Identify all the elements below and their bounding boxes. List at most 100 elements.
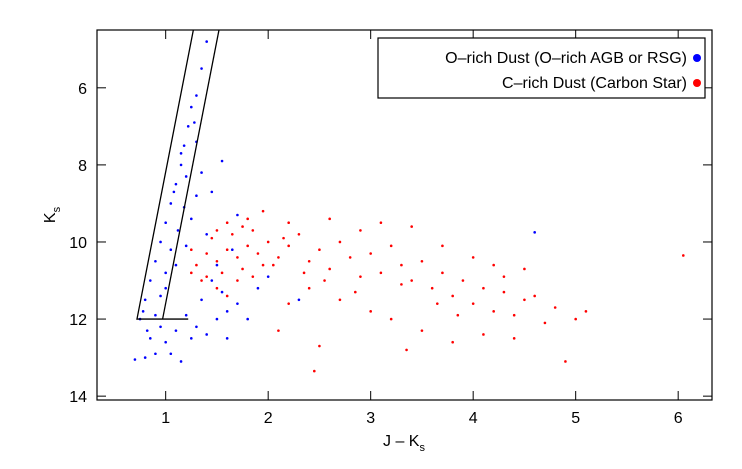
data-point (184, 175, 188, 178)
data-point (512, 313, 516, 317)
data-point (266, 240, 270, 244)
data-point (461, 279, 465, 282)
data-point (159, 240, 162, 244)
data-point (553, 306, 557, 309)
data-point (164, 340, 167, 344)
data-point (523, 298, 526, 302)
data-point (154, 313, 157, 317)
data-point (184, 244, 188, 248)
data-point (220, 159, 224, 163)
y-tick-label: 12 (69, 312, 87, 329)
data-point (451, 340, 454, 344)
data-point (215, 317, 219, 321)
data-point (190, 105, 193, 109)
data-point (436, 302, 439, 305)
data-point (251, 275, 255, 278)
data-point (328, 267, 331, 271)
y-tick-label: 14 (69, 389, 87, 406)
data-point (225, 337, 229, 340)
data-point (236, 279, 239, 282)
legend: O–rich Dust (O–rich AGB or RSG) C–rich Du… (377, 37, 706, 99)
data-point (471, 302, 475, 305)
data-point (149, 337, 152, 340)
legend-label: O–rich Dust (O–rich AGB or RSG) (445, 50, 687, 67)
data-point (389, 244, 393, 248)
data-point (195, 263, 198, 267)
data-point (471, 256, 475, 259)
data-point (272, 263, 275, 267)
plot-area (133, 30, 685, 373)
data-point (502, 290, 506, 294)
data-point (133, 358, 137, 361)
data-point (195, 325, 198, 329)
data-point (533, 231, 536, 234)
data-point (236, 302, 239, 305)
data-point (482, 286, 485, 290)
data-point (400, 263, 403, 267)
data-point (205, 275, 208, 278)
data-point (256, 286, 260, 290)
data-point (176, 229, 180, 232)
data-point (190, 271, 193, 275)
data-point (492, 310, 495, 313)
data-point (220, 290, 224, 294)
data-point (441, 244, 444, 248)
data-point (266, 275, 270, 278)
data-point (328, 217, 331, 221)
data-point (195, 94, 198, 97)
x-tick-label: 4 (469, 410, 478, 427)
plot-frame (96, 29, 713, 401)
data-point (379, 271, 383, 275)
data-point (172, 190, 176, 194)
data-point (420, 329, 424, 332)
data-point (405, 348, 408, 352)
data-point (277, 256, 280, 259)
y-tick-label: 6 (78, 81, 87, 98)
data-point (277, 329, 280, 332)
data-point (200, 298, 203, 302)
data-point (246, 317, 249, 321)
data-point (323, 279, 326, 282)
data-point (307, 259, 311, 263)
data-point (190, 248, 193, 251)
data-point (169, 352, 173, 356)
x-tick-label: 3 (366, 410, 375, 427)
data-point (231, 248, 234, 251)
data-point (410, 225, 413, 228)
data-point (256, 252, 260, 255)
data-point (225, 221, 229, 225)
data-point (154, 259, 157, 263)
data-point (359, 229, 362, 232)
x-tick-label: 1 (161, 410, 170, 427)
data-point (523, 267, 526, 271)
legend-marker (693, 54, 701, 62)
data-point (246, 217, 249, 221)
y-tick-label: 10 (69, 235, 87, 252)
data-point (200, 171, 203, 174)
data-point (174, 329, 178, 332)
data-point (225, 248, 229, 251)
data-point (169, 202, 173, 205)
data-point (195, 194, 198, 198)
data-point (287, 244, 290, 248)
data-point (564, 360, 567, 363)
data-point (302, 271, 306, 275)
x-tick-label: 5 (571, 410, 580, 427)
data-point (420, 259, 424, 263)
data-point (261, 209, 265, 213)
data-point (369, 310, 372, 313)
data-point (164, 271, 167, 275)
data-point (164, 221, 167, 225)
data-point (174, 182, 178, 186)
data-point (159, 294, 162, 298)
data-point (543, 321, 547, 325)
y-axis-label: Ks (42, 206, 63, 223)
data-point (143, 356, 147, 359)
data-point (215, 286, 219, 290)
data-point (482, 333, 485, 336)
data-point (215, 263, 219, 267)
legend-label: C–rich Dust (Carbon Star) (502, 75, 687, 92)
data-point (318, 344, 321, 348)
data-point (164, 286, 167, 290)
